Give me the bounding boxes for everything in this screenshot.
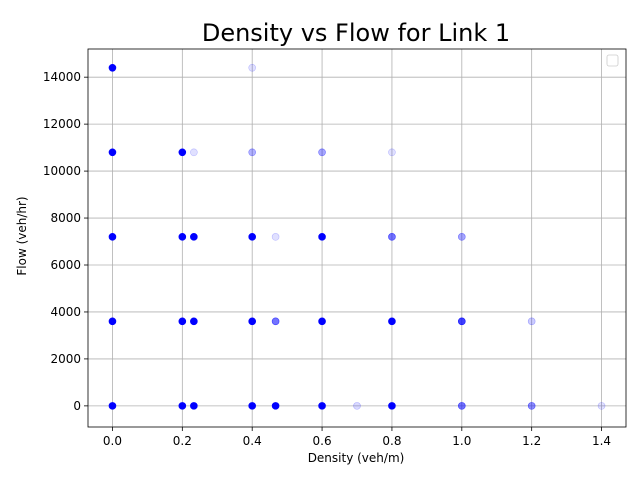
x-tick-label: 0.4 xyxy=(243,434,262,448)
data-point xyxy=(388,317,396,326)
data-point xyxy=(318,233,326,241)
data-point xyxy=(527,402,536,410)
data-point xyxy=(271,317,280,326)
data-points xyxy=(108,63,606,410)
data-point xyxy=(108,233,117,241)
data-point xyxy=(318,148,326,157)
y-tick-label: 12000 xyxy=(43,117,81,131)
data-point xyxy=(108,317,117,326)
data-point xyxy=(271,233,280,241)
ticks: 0.0 0.2 0.4 0.6 0.8 1.0 1.2 1.4 0 2000 4000 6000 800… xyxy=(43,70,611,448)
data-point xyxy=(318,317,326,326)
data-point xyxy=(178,148,187,157)
x-tick-label: 1.4 xyxy=(592,434,611,448)
data-point xyxy=(248,317,256,326)
x-tick-label: 0.8 xyxy=(382,434,401,448)
data-point xyxy=(527,317,536,326)
data-point xyxy=(108,402,117,410)
data-point xyxy=(388,148,396,157)
x-tick-label: 1.2 xyxy=(522,434,541,448)
data-point xyxy=(178,402,187,410)
data-point xyxy=(190,148,198,157)
x-tick-label: 0.6 xyxy=(313,434,332,448)
data-point xyxy=(248,402,256,410)
data-point xyxy=(597,402,606,410)
data-point xyxy=(190,233,198,241)
data-point xyxy=(388,402,396,410)
y-tick-label: 8000 xyxy=(50,211,81,225)
data-point xyxy=(190,402,198,410)
data-point xyxy=(190,317,198,326)
data-point xyxy=(353,402,361,410)
x-tick-label: 1.0 xyxy=(452,434,471,448)
x-tick-label: 0.0 xyxy=(103,434,122,448)
data-point xyxy=(388,233,396,241)
grid xyxy=(88,49,626,427)
y-tick-label: 6000 xyxy=(50,258,81,272)
data-point xyxy=(248,233,256,241)
plot-frame xyxy=(87,48,627,428)
data-point xyxy=(108,148,117,157)
y-tick-label: 10000 xyxy=(43,164,81,178)
data-point xyxy=(108,63,117,72)
data-point xyxy=(178,233,187,241)
x-axis-label: Density (veh/m) xyxy=(308,451,405,465)
y-tick-label: 0 xyxy=(73,399,81,413)
legend-box xyxy=(606,54,619,67)
data-point xyxy=(458,317,466,326)
y-tick-label: 2000 xyxy=(50,352,81,366)
y-axis-label: Flow (veh/hr) xyxy=(15,196,29,275)
y-tick-label: 14000 xyxy=(43,70,81,84)
data-point xyxy=(248,148,256,157)
data-point xyxy=(271,402,280,410)
y-tick-label: 4000 xyxy=(50,305,81,319)
chart-title: Density vs Flow for Link 1 xyxy=(202,19,510,47)
data-point xyxy=(458,402,466,410)
data-point xyxy=(178,317,187,326)
data-point xyxy=(248,63,256,72)
data-point xyxy=(318,402,326,410)
data-point xyxy=(458,233,466,241)
x-tick-label: 0.2 xyxy=(173,434,192,448)
